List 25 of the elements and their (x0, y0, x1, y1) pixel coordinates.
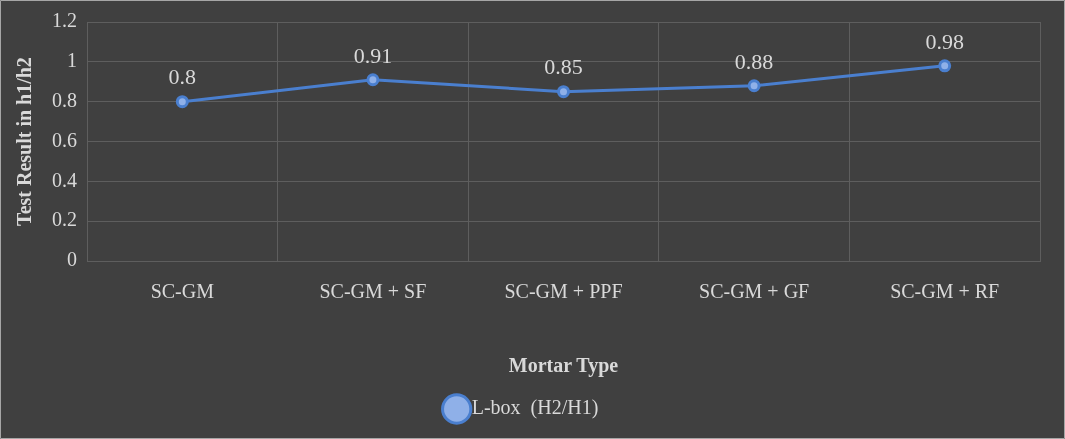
x-tick-label: SC-GM + RF (890, 280, 1000, 303)
x-tick-label: SC-GM + SF (319, 280, 427, 303)
y-tick-label: 1.2 (52, 9, 77, 32)
y-axis-title: Test Result in h1/h2 (13, 57, 36, 226)
data-label: 0.88 (734, 48, 774, 74)
y-tick-label: 0.2 (52, 208, 77, 231)
data-label: 0.8 (168, 64, 197, 90)
data-label: 0.98 (925, 28, 964, 54)
data-label: 0.85 (544, 54, 583, 80)
y-tick-label: 1 (67, 49, 77, 72)
y-tick-label: 0.4 (52, 168, 77, 191)
y-tick-label: 0 (67, 248, 77, 271)
legend-label: L-box (H2/H1) (471, 396, 599, 420)
x-tick-label: SC-GM + GF (699, 280, 810, 303)
data-label: 0.91 (353, 42, 393, 68)
point (747, 79, 761, 93)
point (557, 85, 570, 99)
x-tick-label: SC-GM (150, 280, 215, 303)
point (938, 59, 952, 73)
x-tick-label: SC-GM + PPF (504, 280, 623, 303)
y-tick-label: 0.8 (52, 88, 77, 111)
point (366, 73, 380, 87)
y-tick-label: 0.6 (52, 128, 77, 151)
x-axis-title: Mortar Type (508, 354, 619, 378)
point (175, 95, 189, 109)
